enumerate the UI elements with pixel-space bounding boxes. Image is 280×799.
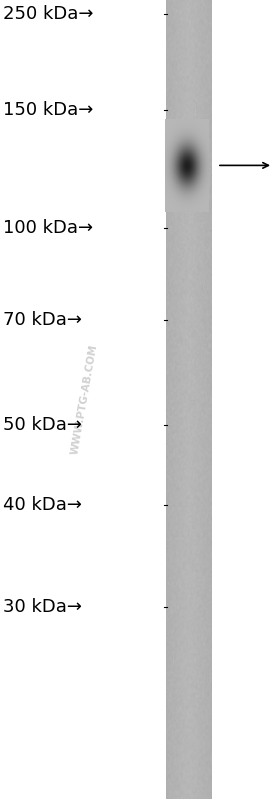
Text: 40 kDa→: 40 kDa→ bbox=[3, 496, 82, 514]
Text: WWW.PTG-AB.COM: WWW.PTG-AB.COM bbox=[69, 344, 99, 455]
Text: 250 kDa→: 250 kDa→ bbox=[3, 6, 93, 23]
Text: 30 kDa→: 30 kDa→ bbox=[3, 598, 82, 616]
Text: 150 kDa→: 150 kDa→ bbox=[3, 101, 93, 119]
Text: 50 kDa→: 50 kDa→ bbox=[3, 416, 82, 434]
Text: 100 kDa→: 100 kDa→ bbox=[3, 219, 93, 237]
Text: 70 kDa→: 70 kDa→ bbox=[3, 311, 82, 328]
